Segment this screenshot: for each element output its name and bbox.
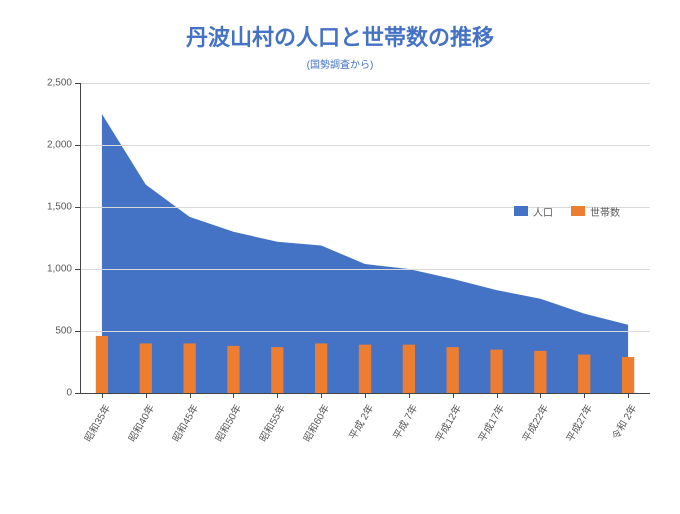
chart-svg xyxy=(80,83,650,393)
chart-inner xyxy=(80,83,650,393)
chart-title: 丹波山村の人口と世帯数の推移 xyxy=(30,20,650,52)
y-tick-label: 2,000 xyxy=(47,140,72,151)
bar-households xyxy=(490,350,502,393)
legend-swatch xyxy=(514,206,528,216)
gridline xyxy=(80,83,650,84)
y-tick-label: 1,500 xyxy=(47,202,72,213)
legend: 人口 世帯数 xyxy=(514,204,620,219)
bar-households xyxy=(578,355,590,393)
x-tick-label: 平成 7年 xyxy=(388,401,420,442)
y-tick-label: 500 xyxy=(55,326,72,337)
x-tick-label: 昭和45年 xyxy=(167,401,201,444)
bar-households xyxy=(447,347,459,393)
y-tick-label: 2,500 xyxy=(47,78,72,89)
x-tick-label: 昭和40年 xyxy=(123,401,157,444)
bar-households xyxy=(96,336,108,393)
gridline xyxy=(80,331,650,332)
bar-households xyxy=(622,357,634,393)
x-tick-label: 平成 2年 xyxy=(344,401,376,442)
bar-households xyxy=(359,345,371,393)
x-tick-label: 平成17年 xyxy=(474,401,508,444)
bar-households xyxy=(183,343,195,393)
plot-area: 05001,0001,5002,0002,500 昭和35年昭和40年昭和45年… xyxy=(30,83,650,393)
y-tick-label: 0 xyxy=(66,388,72,399)
x-tick-label: 昭和50年 xyxy=(211,401,245,444)
x-tick-label: 昭和35年 xyxy=(79,401,113,444)
x-tick-label: 平成22年 xyxy=(518,401,552,444)
chart-container: 丹波山村の人口と世帯数の推移 (国勢調査から) 0 500 1,000 1,500 2,… xyxy=(0,0,680,514)
legend-label: 人口 xyxy=(533,204,553,219)
bar-households xyxy=(315,343,327,393)
bar-households xyxy=(534,351,546,393)
chart-subtitle: (国勢調査から) xyxy=(30,56,650,71)
legend-item-households: 世帯数 xyxy=(571,204,620,219)
y-axis: 05001,0001,5002,0002,500 xyxy=(30,83,80,393)
legend-label: 世帯数 xyxy=(590,204,620,219)
bar-households xyxy=(271,347,283,393)
x-tick-label: 平成27年 xyxy=(562,401,596,444)
x-tick-label: 令和 2年 xyxy=(607,401,639,442)
y-tick-label: 1,000 xyxy=(47,264,72,275)
gridline xyxy=(80,145,650,146)
x-tick-label: 昭和55年 xyxy=(255,401,289,444)
bar-households xyxy=(403,345,415,393)
y-axis-line xyxy=(80,83,81,393)
legend-swatch xyxy=(571,206,585,216)
gridline xyxy=(80,269,650,270)
x-tick-label: 昭和60年 xyxy=(299,401,333,444)
bar-households xyxy=(140,343,152,393)
x-tick-label: 平成12年 xyxy=(430,401,464,444)
x-axis-labels: 昭和35年昭和40年昭和45年昭和50年昭和55年昭和60年平成 2年平成 7年… xyxy=(80,393,650,473)
bar-households xyxy=(227,346,239,393)
legend-item-population: 人口 xyxy=(514,204,553,219)
